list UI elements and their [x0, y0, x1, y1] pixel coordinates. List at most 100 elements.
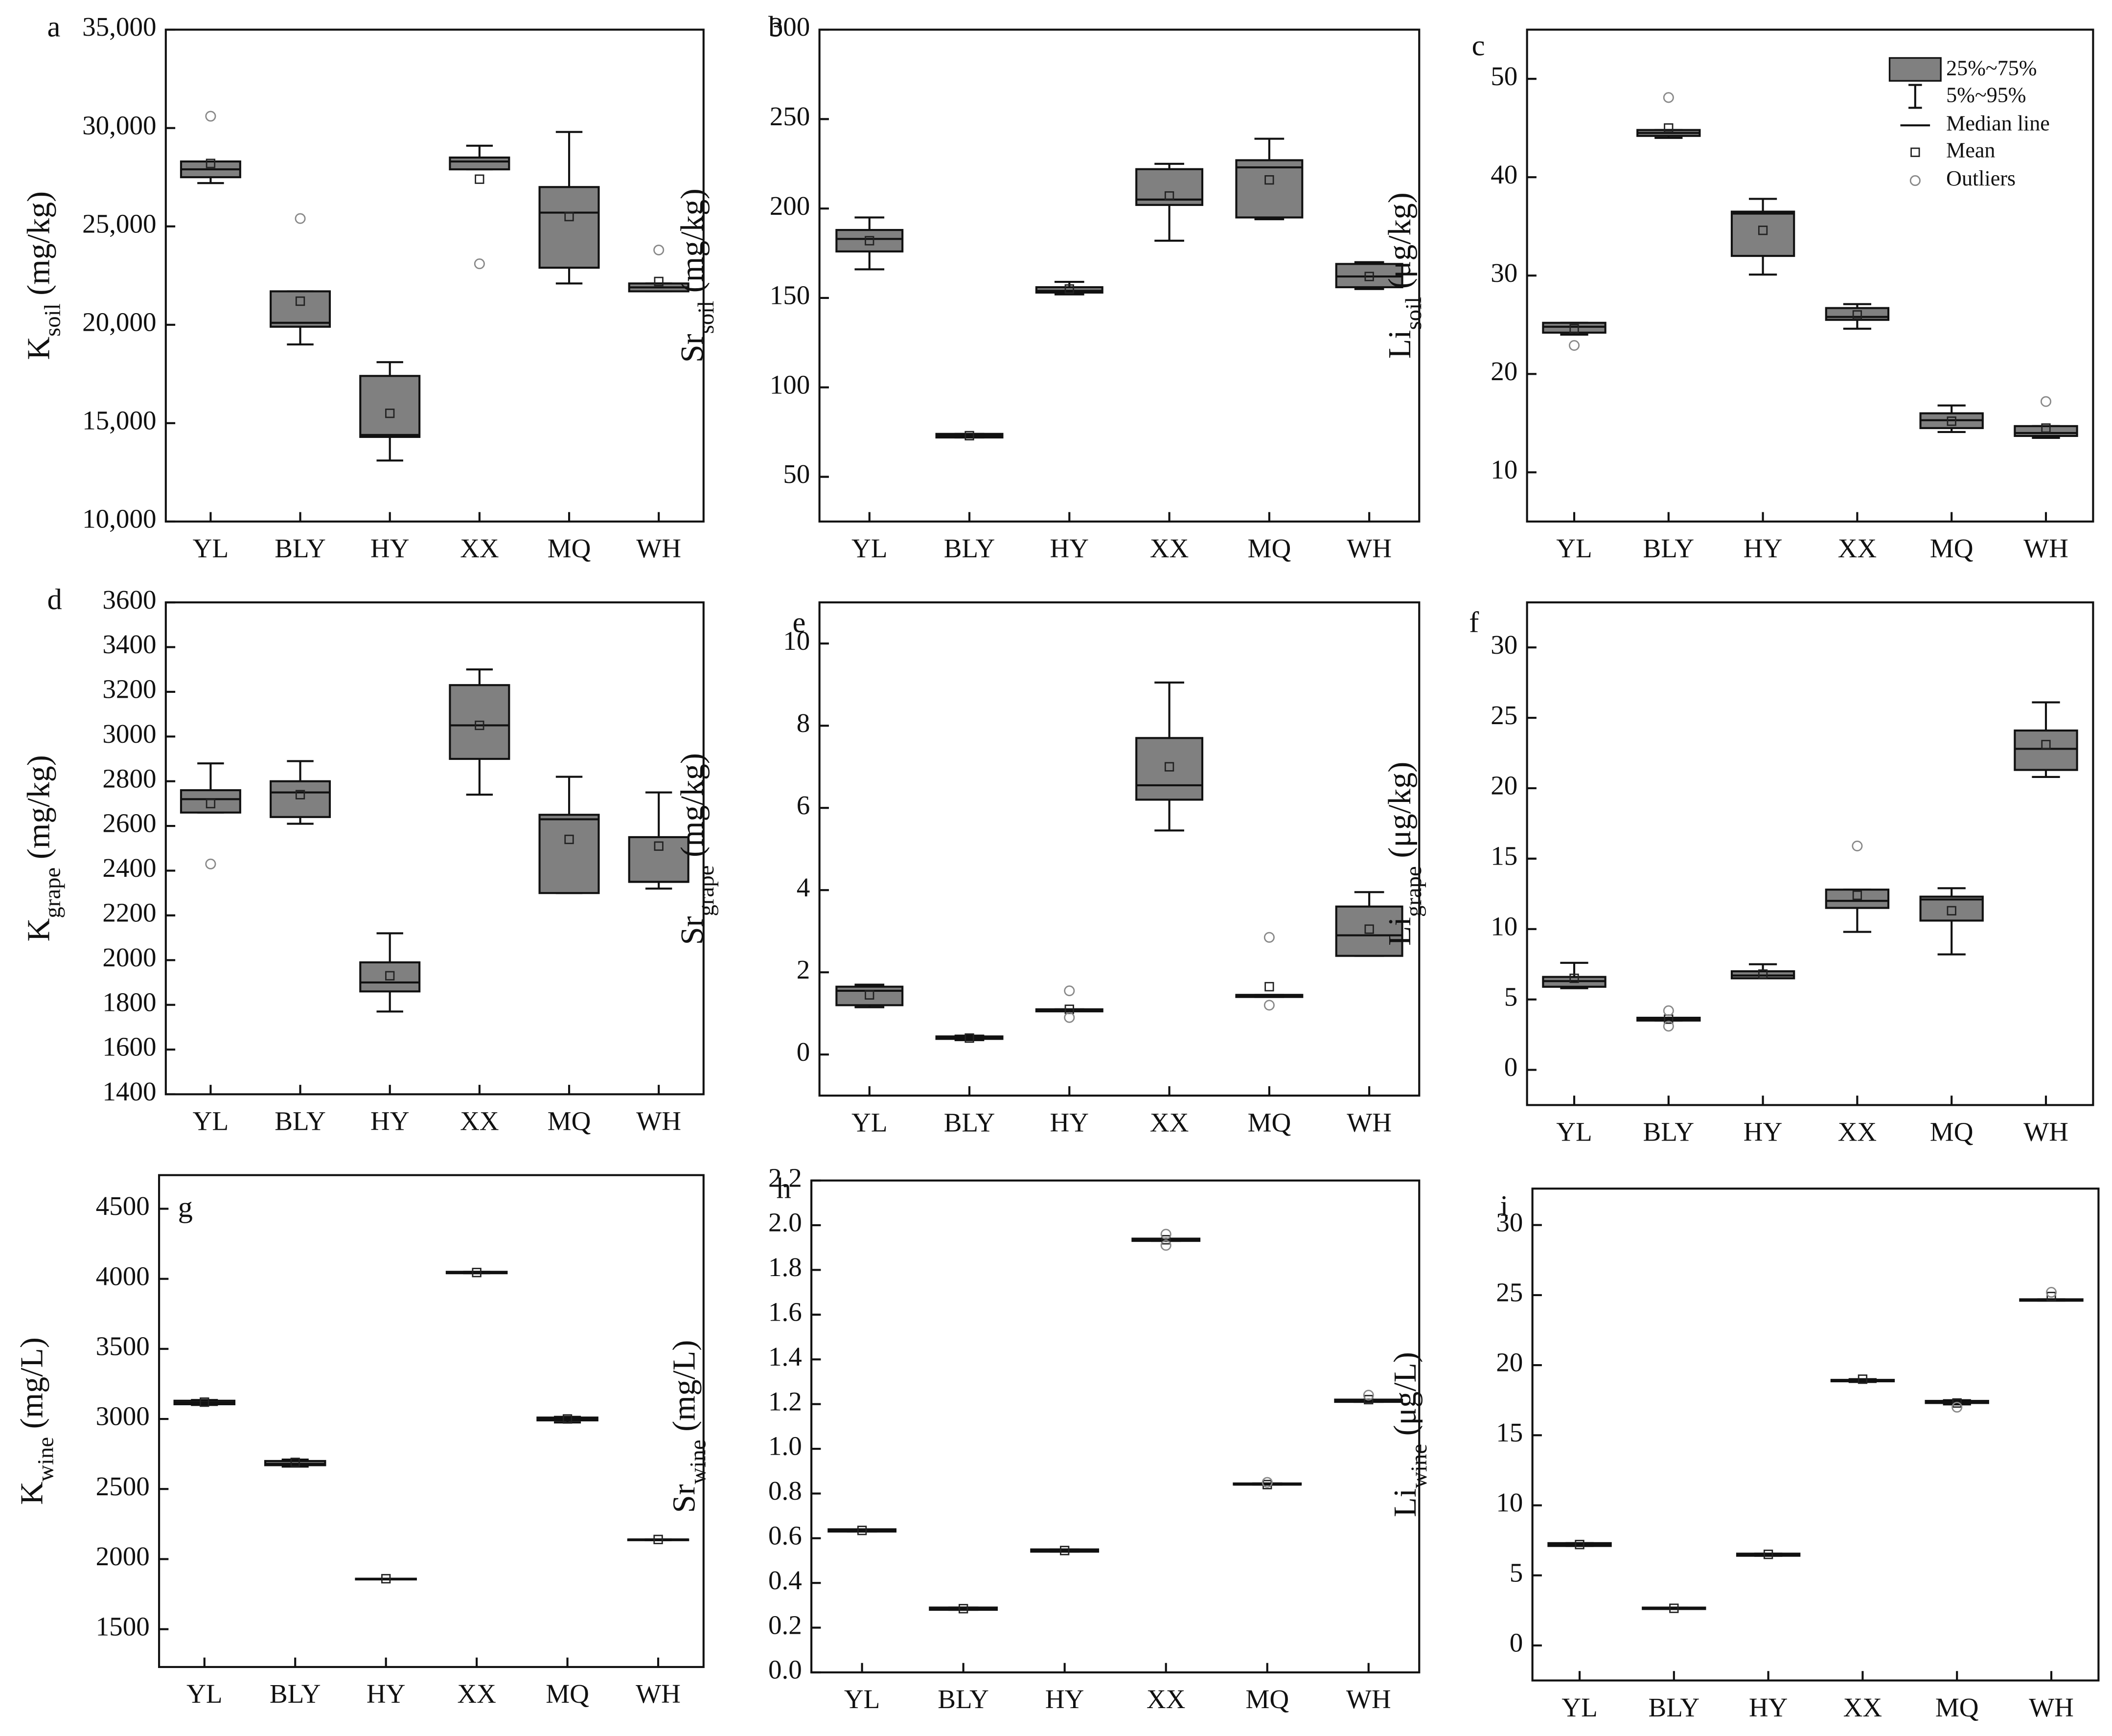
plot-frame: [818, 601, 1421, 1097]
x-tick-label: BLY: [944, 1107, 995, 1137]
y-tick-label: 10: [783, 626, 810, 656]
y-label-unit: (μg/L): [1387, 1352, 1423, 1436]
y-label-unit: (mg/kg): [674, 188, 710, 293]
y-tick-label: 3000: [96, 1401, 150, 1431]
plot-frame: [164, 28, 705, 523]
mean-marker: [295, 296, 305, 306]
plot-frame: [164, 601, 705, 1096]
y-tick-label: 15: [1496, 1417, 1523, 1447]
y-tick-label: 2.2: [768, 1163, 802, 1192]
mean-marker: [475, 720, 484, 731]
y-tick-label: 2200: [102, 898, 156, 928]
outlier: [474, 258, 485, 270]
y-label-sub: soil: [693, 301, 719, 334]
outlier: [1263, 932, 1275, 943]
box: [449, 156, 510, 171]
y-tick-label: 1400: [102, 1076, 156, 1106]
y-axis-label: Kgrape (mg/kg): [21, 755, 66, 941]
outlier: [2045, 1287, 2057, 1298]
box: [1825, 307, 1890, 321]
box: [180, 789, 241, 814]
mean-marker: [1852, 891, 1862, 900]
mean-marker: [857, 1526, 867, 1535]
x-tick-label: WH: [2029, 1692, 2074, 1722]
x-tick-label: BLY: [944, 533, 995, 563]
x-tick-label: YL: [1561, 1692, 1597, 1722]
mean-marker: [1364, 272, 1374, 281]
x-tick-label: MQ: [1935, 1692, 1979, 1722]
y-label-main: Sr: [674, 916, 710, 945]
y-axis-label: Ksoil (mg/kg): [21, 191, 66, 360]
outlier: [1064, 985, 1075, 996]
y-label-unit: (mg/kg): [21, 191, 57, 296]
legend-mean: [1910, 147, 1920, 157]
y-tick-label: 0.2: [768, 1610, 802, 1640]
x-tick-label: HY: [1749, 1692, 1788, 1722]
outlier: [1160, 1240, 1171, 1251]
mean-marker: [564, 211, 574, 222]
box: [835, 228, 904, 252]
y-axis-label: Ligrape (μg/kg): [1382, 762, 1426, 946]
mean-marker: [1758, 226, 1768, 235]
panel-label: d: [47, 583, 62, 616]
x-tick-label: WH: [636, 1679, 681, 1709]
plot-frame: [810, 1179, 1421, 1674]
y-tick-label: 4500: [96, 1191, 150, 1221]
y-label-sub: grape: [693, 866, 719, 916]
mean-marker: [381, 1574, 391, 1584]
box: [538, 186, 600, 269]
panel-label: f: [1469, 606, 1479, 639]
y-tick-label: 20,000: [82, 307, 156, 337]
legend-label: Mean: [1946, 138, 1995, 162]
panel-label: c: [1472, 29, 1485, 62]
y-tick-label: 8: [797, 708, 810, 738]
y-label-unit: (mg/kg): [21, 755, 57, 859]
y-tick-label: 0: [1504, 1052, 1518, 1082]
mean-marker: [385, 971, 395, 981]
mean-marker: [1763, 1550, 1773, 1559]
x-tick-label: YL: [193, 1106, 229, 1136]
y-label-main: Sr: [674, 334, 710, 363]
y-label-main: K: [21, 918, 57, 941]
x-tick-label: MQ: [1930, 1117, 1974, 1147]
y-tick-label: 0.6: [768, 1520, 802, 1550]
y-axis-label: Srwine (mg/L): [666, 1340, 711, 1513]
x-tick-label: HY: [370, 1106, 410, 1136]
x-tick-label: YL: [851, 533, 887, 563]
box: [359, 375, 421, 438]
y-tick-label: 1600: [102, 1032, 156, 1062]
panel-label: i: [1500, 1189, 1509, 1222]
x-tick-label: HY: [1050, 533, 1089, 563]
x-tick-label: WH: [636, 1106, 681, 1136]
x-tick-label: HY: [1744, 533, 1783, 563]
y-tick-label: 3000: [102, 719, 156, 749]
y-tick-label: 25: [1491, 700, 1517, 730]
y-tick-label: 25: [1496, 1278, 1523, 1307]
mean-marker: [964, 431, 974, 441]
x-tick-label: HY: [1050, 1107, 1089, 1137]
mean-marker: [200, 1397, 209, 1407]
y-axis-label: Srgrape (mg/kg): [674, 753, 719, 945]
y-label-sub: soil: [1401, 297, 1426, 330]
box: [1335, 905, 1403, 957]
x-tick-label: BLY: [1643, 1117, 1694, 1147]
x-tick-label: MQ: [1247, 1107, 1291, 1137]
y-tick-label: 5: [1510, 1557, 1523, 1587]
y-tick-label: 0.8: [768, 1476, 802, 1506]
box: [835, 985, 904, 1006]
mean-marker: [1669, 1603, 1679, 1613]
legend-label: Outliers: [1946, 166, 2016, 190]
y-tick-label: 2.0: [768, 1208, 802, 1237]
y-label-main: K: [14, 1482, 50, 1505]
x-tick-label: YL: [851, 1107, 887, 1137]
mean-marker: [2041, 740, 2051, 750]
mean-marker: [654, 276, 664, 286]
mean-marker: [1947, 906, 1956, 915]
box: [359, 961, 421, 993]
y-label-main: Li: [1382, 330, 1418, 359]
y-tick-label: 2400: [102, 853, 156, 883]
y-axis-label: Srsoil (mg/kg): [674, 188, 719, 363]
x-tick-label: XX: [1147, 1684, 1186, 1714]
x-tick-label: YL: [1556, 1117, 1592, 1147]
y-tick-label: 1800: [102, 987, 156, 1017]
